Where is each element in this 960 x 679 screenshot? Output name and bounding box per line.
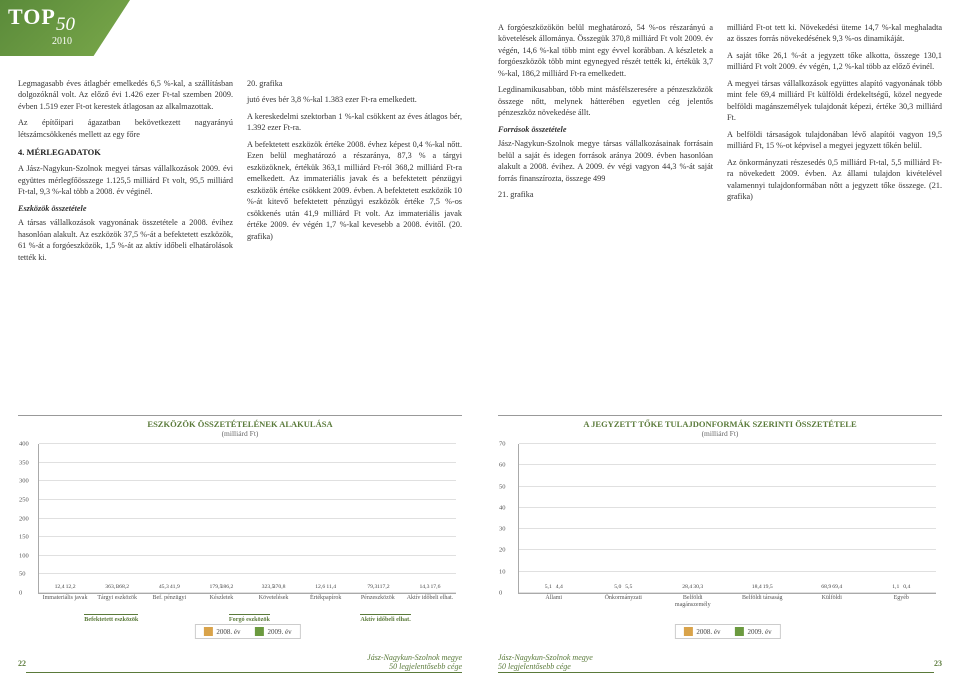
page-left: TOP 50 2010 Legmagasabb éves átlagbér em… (0, 0, 480, 679)
para: A társas vállalkozások vagyonának összet… (18, 217, 233, 263)
chart-subtitle: (milliárd Ft) (498, 429, 942, 438)
para: Az építőipari ágazatban bekövetkezett na… (18, 117, 233, 140)
footer-text: Jász-Nagykun-Szolnok megye 50 legjelentő… (498, 653, 934, 673)
chart-21: A JEGYZETT TŐKE TULAJDONFORMÁK SZERINTI … (498, 415, 942, 633)
para: Legdinamikusabban, több mint másfélszere… (498, 84, 713, 118)
para: A Jász-Nagykun-Szolnok megyei társas vál… (18, 163, 233, 197)
left-columns: Legmagasabb éves átlagbér emelkedés 6,5 … (18, 78, 462, 388)
para: A kereskedelmi szektorban 1 %-kal csökke… (247, 111, 462, 134)
para: A saját tőke 26,1 %-át a jegyzett tőke a… (727, 50, 942, 73)
page-number: 23 (934, 659, 942, 668)
chart-area: 05010015020025030035040012,412,2Immateri… (38, 444, 456, 594)
chart-area: 0102030405060705,14,4Állami5,05,5Önkormá… (518, 444, 936, 594)
footer-left: 22 Jász-Nagykun-Szolnok megye 50 legjele… (0, 653, 480, 673)
logo-year: 2010 (52, 36, 72, 47)
sub-heading: Eszközök összetétele (18, 203, 233, 214)
chart-20: ESZKÖZÖK ÖSSZETÉTELÉNEK ALAKULÁSA (milli… (18, 415, 462, 633)
para: milliárd Ft-ot tett ki. Növekedési üteme… (727, 22, 942, 45)
para: A befektetett eszközök értéke 2008. évhe… (247, 139, 462, 242)
chart-title: A JEGYZETT TŐKE TULAJDONFORMÁK SZERINTI … (498, 419, 942, 429)
para: Jász-Nagykun-Szolnok megye társas vállal… (498, 138, 713, 184)
chart-ref: 20. grafika (247, 78, 462, 89)
page-number: 22 (18, 659, 26, 668)
para: Legmagasabb éves átlagbér emelkedés 6,5 … (18, 78, 233, 112)
page-right: A forgóeszközökön belül meghatározó, 54 … (480, 0, 960, 679)
section-heading: 4. MÉRLEGADATOK (18, 147, 233, 159)
right-columns: A forgóeszközökön belül meghatározó, 54 … (498, 22, 942, 392)
para: A forgóeszközökön belül meghatározó, 54 … (498, 22, 713, 79)
logo-50: 50 (56, 14, 75, 36)
sub-heading: Források összetétele (498, 124, 713, 135)
chart-ref: 21. grafika (498, 189, 713, 200)
para: A megyei társas vállalkozások együttes a… (727, 78, 942, 124)
logo-badge: TOP 50 2010 (0, 0, 130, 56)
para: Az önkormányzati részesedés 0,5 milliárd… (727, 157, 942, 203)
para: A belföldi társaságok tulajdonában lévő … (727, 129, 942, 152)
chart-title: ESZKÖZÖK ÖSSZETÉTELÉNEK ALAKULÁSA (18, 419, 462, 429)
chart-subtitle: (milliárd Ft) (18, 429, 462, 438)
footer-right: Jász-Nagykun-Szolnok megye 50 legjelentő… (480, 653, 960, 673)
para: jutó éves bér 3,8 %-kal 1.383 ezer Ft-ra… (247, 94, 462, 105)
footer-text: Jász-Nagykun-Szolnok megye 50 legjelentő… (26, 653, 462, 673)
